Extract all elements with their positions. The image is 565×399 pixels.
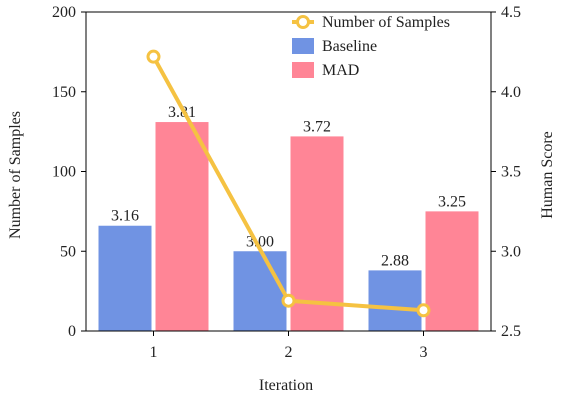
legend: Number of Samples Baseline MAD <box>292 14 450 79</box>
bar-baseline <box>233 251 287 331</box>
legend-swatch-mad <box>292 62 314 78</box>
bar-mad <box>425 211 479 331</box>
bar-value-label: 3.72 <box>303 118 331 135</box>
bar-baseline <box>368 270 422 331</box>
bar-group: 3.163.002.883.813.723.25 <box>98 104 479 332</box>
x-tick-label: 2 <box>285 344 293 361</box>
samples-marker <box>281 293 296 308</box>
legend-label: Number of Samples <box>322 14 450 31</box>
left-axis-title: Number of Samples <box>7 111 24 239</box>
bar-mad <box>155 122 209 332</box>
legend-label: MAD <box>322 62 359 79</box>
line-group <box>146 49 431 318</box>
right-tick-label: 4.5 <box>501 4 521 21</box>
x-axis-title: Iteration <box>259 377 313 394</box>
right-tick-label: 3.5 <box>501 164 521 181</box>
axes: 0 50 100 150 200 2.5 3.0 3.5 4.0 4.5 1 2 3 <box>52 4 521 361</box>
bar-value-label: 3.16 <box>111 208 139 225</box>
bar-value-label: 3.25 <box>438 193 466 210</box>
left-tick-label: 100 <box>52 164 76 181</box>
legend-swatch-marker <box>296 15 310 29</box>
x-tick-label: 3 <box>420 344 428 361</box>
right-tick-label: 4.0 <box>501 84 521 101</box>
legend-swatch-baseline <box>292 38 314 54</box>
bar-baseline <box>98 225 152 331</box>
samples-marker <box>146 49 161 64</box>
left-tick-label: 200 <box>52 4 76 21</box>
samples-marker <box>416 303 431 318</box>
right-tick-label: 3.0 <box>501 243 521 260</box>
left-tick-label: 50 <box>60 243 76 260</box>
bar-value-label: 2.88 <box>381 252 409 269</box>
legend-label: Baseline <box>322 38 377 55</box>
bar-mad <box>290 136 344 331</box>
right-tick-label: 2.5 <box>501 323 521 340</box>
x-tick-label: 1 <box>150 344 158 361</box>
right-axis-title: Human Score <box>539 131 556 219</box>
left-tick-label: 0 <box>68 323 76 340</box>
left-tick-label: 150 <box>52 84 76 101</box>
